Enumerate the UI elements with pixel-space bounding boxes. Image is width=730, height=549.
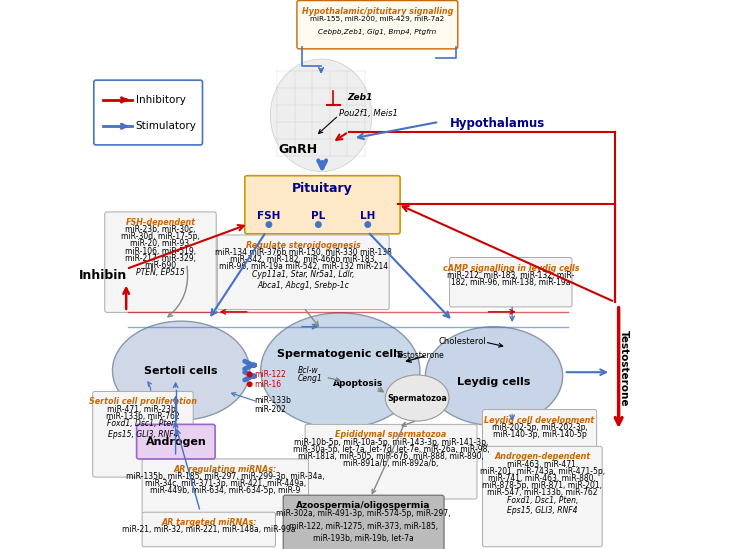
- Circle shape: [365, 222, 371, 227]
- Text: miR-690: miR-690: [145, 261, 177, 270]
- Text: PL: PL: [311, 211, 326, 221]
- Text: miR-10b-5p, miR-10a-5p, miR-143-3p, miR-141-3p,: miR-10b-5p, miR-10a-5p, miR-143-3p, miR-…: [294, 438, 488, 446]
- Text: miR-122: miR-122: [254, 370, 286, 379]
- Text: Azoospermia/oligospermia: Azoospermia/oligospermia: [296, 501, 431, 510]
- Ellipse shape: [261, 313, 420, 428]
- Text: Foxd1, Dsc1, Pten,
Eps15, GLI3, RNF4: Foxd1, Dsc1, Pten, Eps15, GLI3, RNF4: [107, 419, 179, 439]
- Circle shape: [247, 372, 252, 377]
- Text: miR-891a/b, miR-892a/b,: miR-891a/b, miR-892a/b,: [343, 459, 439, 468]
- Text: Foxd1, Dsc1, Pten,
Eps15, GLI3, RNF4: Foxd1, Dsc1, Pten, Eps15, GLI3, RNF4: [507, 496, 578, 515]
- Text: AR regulating miRNAs:: AR regulating miRNAs:: [174, 465, 277, 474]
- Text: Cebpb,Zeb1, Glg1, Bmp4, Ptgfrn: Cebpb,Zeb1, Glg1, Bmp4, Ptgfrn: [318, 29, 437, 35]
- Text: Epididymal spermatozoa: Epididymal spermatozoa: [336, 430, 447, 439]
- Text: Apoptosis: Apoptosis: [334, 379, 383, 388]
- Text: Ceng1: Ceng1: [298, 374, 323, 383]
- Text: Regulate steroidogenesis: Regulate steroidogenesis: [246, 241, 361, 250]
- Text: 182, miR-96, miR-138, miR-19a: 182, miR-96, miR-138, miR-19a: [451, 278, 571, 287]
- Text: miR-20, miR-93,: miR-20, miR-93,: [130, 239, 191, 248]
- FancyBboxPatch shape: [218, 235, 389, 310]
- Text: Leydig cell development: Leydig cell development: [485, 416, 595, 424]
- Text: miR-741, miR-463, miR-880,: miR-741, miR-463, miR-880,: [488, 474, 596, 483]
- Text: Cholesterol: Cholesterol: [439, 337, 487, 346]
- Text: miR-193b, miR-19b, let-7a: miR-193b, miR-19b, let-7a: [313, 534, 414, 542]
- Text: Androgen-dependent: Androgen-dependent: [494, 452, 591, 461]
- Text: Cyp11a1, Star, Nr5a1, Ldlr,
Abca1, Abcg1, Srebp-1c: Cyp11a1, Star, Nr5a1, Ldlr, Abca1, Abcg1…: [252, 270, 355, 289]
- Text: miR-547, miR-133b, miR-762: miR-547, miR-133b, miR-762: [487, 488, 598, 497]
- Text: Bcl-w: Bcl-w: [298, 366, 319, 375]
- Text: Zeb1: Zeb1: [347, 93, 373, 102]
- Text: Pituitary: Pituitary: [292, 182, 353, 195]
- Text: miR-122, miR-1275, miR-373, miR-185,: miR-122, miR-1275, miR-373, miR-185,: [289, 522, 438, 530]
- FancyBboxPatch shape: [305, 424, 477, 499]
- Text: miR-202-5p, miR-202-3p,: miR-202-5p, miR-202-3p,: [491, 423, 588, 432]
- FancyBboxPatch shape: [137, 424, 215, 459]
- Text: miR-16: miR-16: [254, 380, 281, 389]
- Text: miR-23b, miR-30c,: miR-23b, miR-30c,: [126, 225, 196, 234]
- Text: miR-302a, miR-491-3p, miR-574-5p, miR-297,: miR-302a, miR-491-3p, miR-574-5p, miR-29…: [277, 509, 451, 518]
- Text: miR-30d, miR-17-5p,: miR-30d, miR-17-5p,: [121, 232, 200, 241]
- Text: miR-217, miR-329,: miR-217, miR-329,: [125, 254, 196, 262]
- Text: miR-30a-5p, let-7a, let-7d, let-7e, miR-26a, miR-98,: miR-30a-5p, let-7a, let-7d, let-7e, miR-…: [293, 445, 489, 453]
- Text: Testosterone: Testosterone: [396, 351, 445, 360]
- Text: miR-155, miR-200, miR-429, miR-7a2: miR-155, miR-200, miR-429, miR-7a2: [310, 16, 445, 23]
- FancyBboxPatch shape: [93, 391, 193, 477]
- Text: FSH-dependent: FSH-dependent: [126, 218, 196, 227]
- Text: FSH: FSH: [257, 211, 280, 221]
- Text: miR-212, miR-183, miR-132, miR-: miR-212, miR-183, miR-132, miR-: [447, 271, 575, 279]
- FancyBboxPatch shape: [245, 176, 400, 234]
- Text: Testosterone: Testosterone: [619, 329, 629, 406]
- FancyBboxPatch shape: [105, 212, 216, 312]
- Text: miR-135b, miR-185, miR-297, miR-299-3p, miR-34a,: miR-135b, miR-185, miR-297, miR-299-3p, …: [126, 472, 325, 481]
- FancyBboxPatch shape: [142, 459, 309, 514]
- Text: miR-471, miR-23b,: miR-471, miR-23b,: [107, 405, 179, 413]
- Text: Androgen: Androgen: [145, 436, 207, 447]
- Text: GnRH: GnRH: [278, 143, 318, 156]
- Text: miR-96, miR-19a miR-542, miR-132 miR-214: miR-96, miR-19a miR-542, miR-132 miR-214: [219, 262, 388, 271]
- Text: miR-201, miR-743a, miR-471-5p,: miR-201, miR-743a, miR-471-5p,: [480, 467, 605, 475]
- Text: PTEN, EPS15: PTEN, EPS15: [136, 268, 185, 277]
- Text: AR targeted miRNAs:: AR targeted miRNAs:: [161, 518, 256, 527]
- Text: miR-449b, miR-634, miR-634-5p, miR-9: miR-449b, miR-634, miR-634-5p, miR-9: [150, 486, 301, 495]
- FancyBboxPatch shape: [93, 80, 202, 145]
- Ellipse shape: [385, 375, 449, 421]
- Text: miR-134 miR-376b miR-150, miR-330 miR-138: miR-134 miR-376b miR-150, miR-330 miR-13…: [215, 248, 392, 257]
- Text: miR-106, miR-519,: miR-106, miR-519,: [125, 247, 196, 255]
- Text: Sertoli cell proliferation: Sertoli cell proliferation: [89, 397, 197, 406]
- FancyBboxPatch shape: [283, 495, 444, 549]
- Text: Hypothalamic/pituitary signalling: Hypothalamic/pituitary signalling: [301, 7, 453, 15]
- Ellipse shape: [426, 327, 563, 425]
- Text: miR-463, miR-471,: miR-463, miR-471,: [507, 460, 578, 468]
- FancyBboxPatch shape: [142, 512, 275, 547]
- Text: Spermatogenic cells: Spermatogenic cells: [277, 349, 404, 359]
- Text: LH: LH: [360, 211, 375, 221]
- Text: miR-878-5p, miR-871, miR-201,: miR-878-5p, miR-871, miR-201,: [483, 481, 602, 490]
- FancyBboxPatch shape: [483, 410, 596, 457]
- Text: Pou2f1, Meis1: Pou2f1, Meis1: [339, 109, 398, 118]
- Text: Sertoli cells: Sertoli cells: [145, 366, 218, 376]
- Text: miR-140-3p, miR-140-5p: miR-140-3p, miR-140-5p: [493, 430, 586, 439]
- Text: Stimulatory: Stimulatory: [136, 121, 196, 131]
- Text: miR-342, miR-182, miR-466b miR-183,: miR-342, miR-182, miR-466b miR-183,: [230, 255, 377, 264]
- Circle shape: [315, 222, 321, 227]
- Text: cAMP signalling in leydig cells: cAMP signalling in leydig cells: [442, 264, 579, 272]
- Text: miR-202: miR-202: [254, 405, 286, 413]
- Circle shape: [266, 222, 272, 227]
- Text: miR-133b: miR-133b: [254, 396, 291, 405]
- Text: miR-34c, miR-371-3p, miR-421, miR-449a,: miR-34c, miR-371-3p, miR-421, miR-449a,: [145, 479, 306, 488]
- Text: Inhibitory: Inhibitory: [136, 95, 185, 105]
- Ellipse shape: [270, 59, 372, 171]
- Text: miR-181a, miR-505, miR-676, miR-888, miR-890,: miR-181a, miR-505, miR-676, miR-888, miR…: [298, 452, 484, 461]
- Ellipse shape: [112, 321, 250, 420]
- Text: Hypothalamus: Hypothalamus: [450, 117, 545, 130]
- Text: Inhibin: Inhibin: [78, 269, 127, 282]
- Circle shape: [247, 382, 252, 386]
- Text: miR-21, miR-32, miR-221, miR-148a, miR-99a: miR-21, miR-32, miR-221, miR-148a, miR-9…: [122, 525, 296, 534]
- Text: miR-133b, miR-762: miR-133b, miR-762: [106, 412, 180, 421]
- FancyBboxPatch shape: [297, 1, 458, 49]
- Text: Leydig cells: Leydig cells: [457, 377, 531, 386]
- FancyBboxPatch shape: [450, 257, 572, 307]
- Text: Spermatozoa: Spermatozoa: [387, 394, 447, 402]
- FancyBboxPatch shape: [483, 446, 602, 547]
